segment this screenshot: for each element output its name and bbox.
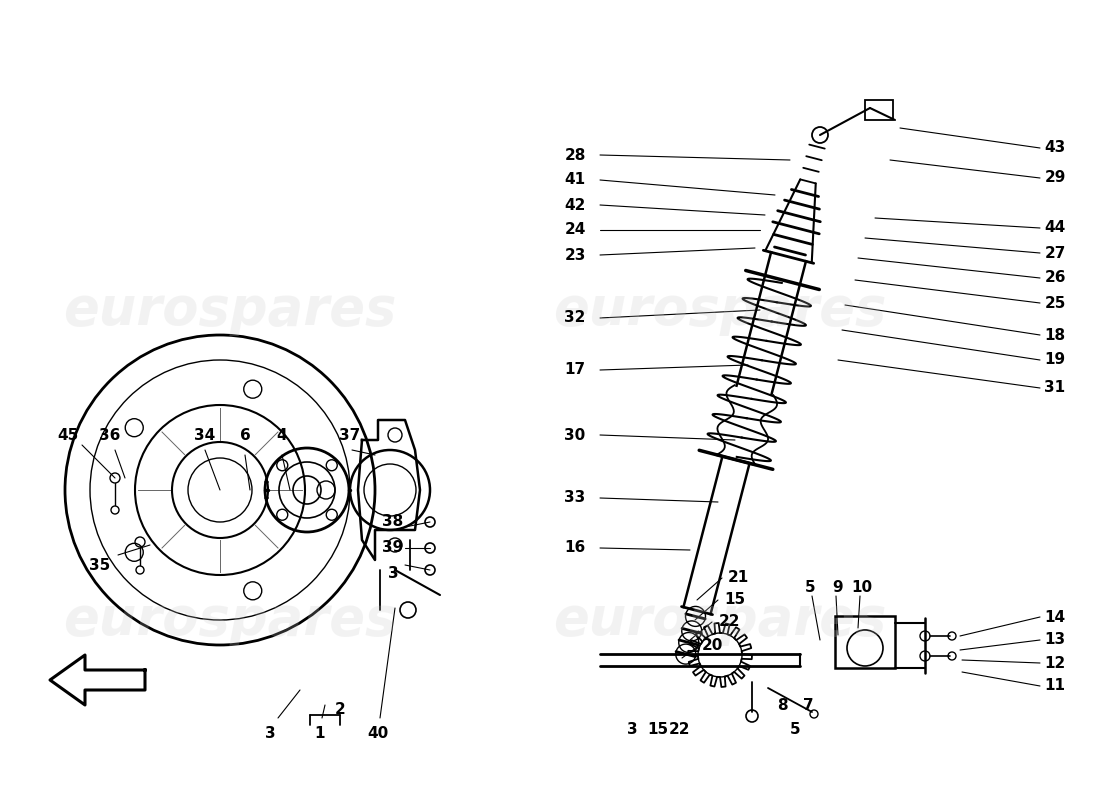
Text: 2: 2 bbox=[334, 702, 345, 718]
Text: 4: 4 bbox=[277, 427, 287, 442]
Text: eurospares: eurospares bbox=[553, 284, 887, 336]
Text: 17: 17 bbox=[564, 362, 585, 378]
Text: 21: 21 bbox=[727, 570, 749, 586]
Text: 8: 8 bbox=[777, 698, 788, 713]
Text: 7: 7 bbox=[803, 698, 813, 713]
Text: 3: 3 bbox=[265, 726, 275, 741]
Text: 34: 34 bbox=[195, 427, 216, 442]
Polygon shape bbox=[50, 655, 145, 705]
Text: 29: 29 bbox=[1044, 170, 1066, 186]
Text: 22: 22 bbox=[669, 722, 691, 738]
Text: 41: 41 bbox=[564, 173, 585, 187]
Text: 45: 45 bbox=[57, 427, 78, 442]
Text: 13: 13 bbox=[1044, 633, 1066, 647]
Text: eurospares: eurospares bbox=[64, 284, 397, 336]
Text: 44: 44 bbox=[1044, 221, 1066, 235]
Text: 6: 6 bbox=[240, 427, 251, 442]
Text: 5: 5 bbox=[805, 581, 815, 595]
Text: 3: 3 bbox=[627, 722, 637, 738]
Text: 33: 33 bbox=[564, 490, 585, 506]
Text: eurospares: eurospares bbox=[553, 594, 887, 646]
Text: 43: 43 bbox=[1044, 141, 1066, 155]
Text: 20: 20 bbox=[702, 638, 723, 653]
Circle shape bbox=[400, 602, 416, 618]
Text: 26: 26 bbox=[1044, 270, 1066, 286]
Text: 18: 18 bbox=[1044, 327, 1066, 342]
Text: 38: 38 bbox=[383, 514, 404, 530]
Text: 19: 19 bbox=[1044, 353, 1066, 367]
Text: 3: 3 bbox=[387, 566, 398, 582]
Text: 28: 28 bbox=[564, 147, 585, 162]
Text: 5: 5 bbox=[790, 722, 801, 738]
Text: 15: 15 bbox=[725, 593, 746, 607]
Text: 14: 14 bbox=[1044, 610, 1066, 625]
Text: 39: 39 bbox=[383, 541, 404, 555]
Text: 15: 15 bbox=[648, 722, 669, 738]
Text: 22: 22 bbox=[719, 614, 740, 630]
Bar bbox=[865, 100, 893, 120]
Bar bbox=[835, 616, 895, 668]
Text: 16: 16 bbox=[564, 541, 585, 555]
Text: 40: 40 bbox=[367, 726, 388, 741]
Text: 36: 36 bbox=[99, 427, 121, 442]
Text: 32: 32 bbox=[564, 310, 585, 326]
Text: 11: 11 bbox=[1045, 678, 1066, 694]
Text: 9: 9 bbox=[833, 581, 844, 595]
Text: 30: 30 bbox=[564, 427, 585, 442]
Text: 23: 23 bbox=[564, 247, 585, 262]
Text: 1: 1 bbox=[315, 726, 326, 741]
Text: 37: 37 bbox=[340, 427, 361, 442]
Text: 24: 24 bbox=[564, 222, 585, 238]
Text: 10: 10 bbox=[851, 581, 872, 595]
Text: 12: 12 bbox=[1044, 655, 1066, 670]
Text: eurospares: eurospares bbox=[64, 594, 397, 646]
Text: 25: 25 bbox=[1044, 295, 1066, 310]
Text: 35: 35 bbox=[89, 558, 111, 573]
Text: 27: 27 bbox=[1044, 246, 1066, 261]
Text: 42: 42 bbox=[564, 198, 585, 213]
Text: 31: 31 bbox=[1044, 381, 1066, 395]
